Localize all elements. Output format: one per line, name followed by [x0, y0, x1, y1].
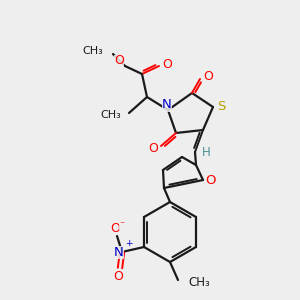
Text: H: H [202, 146, 210, 160]
Text: CH₃: CH₃ [82, 46, 103, 56]
Text: CH₃: CH₃ [100, 110, 121, 120]
Text: O: O [162, 58, 172, 70]
Text: O: O [114, 55, 124, 68]
Text: O: O [148, 142, 158, 154]
Text: O: O [113, 271, 123, 284]
Text: O: O [110, 221, 120, 235]
Text: CH₃: CH₃ [188, 277, 210, 290]
Text: S: S [217, 100, 225, 112]
Text: N: N [114, 245, 124, 259]
Text: O: O [203, 70, 213, 83]
Text: ⁻: ⁻ [119, 220, 124, 230]
Text: +: + [125, 238, 133, 247]
Text: N: N [162, 98, 172, 112]
Text: O: O [206, 173, 216, 187]
